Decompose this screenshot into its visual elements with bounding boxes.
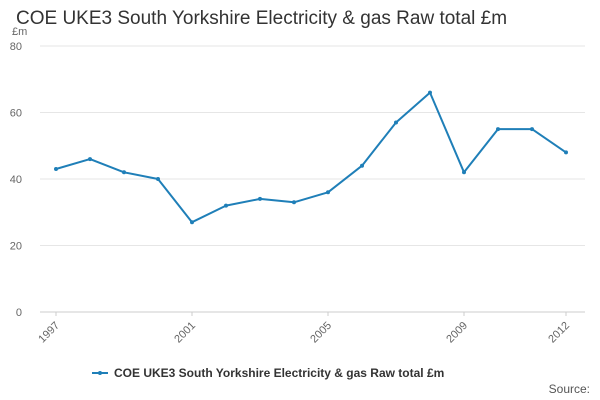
x-axis: 1997 2001 2005 2009 2012	[36, 312, 572, 345]
data-point[interactable]	[224, 203, 228, 208]
x-tick-label: 2001	[172, 320, 198, 346]
x-tick-label: 2005	[308, 320, 334, 346]
data-point[interactable]	[88, 157, 92, 162]
source-label: Source:	[548, 382, 590, 396]
data-point[interactable]	[190, 220, 194, 225]
legend-label[interactable]: COE UKE3 South Yorkshire Electricity & g…	[114, 366, 444, 380]
data-point[interactable]	[156, 177, 160, 181]
series-layer	[54, 90, 568, 225]
x-tick-label: 2009	[444, 320, 470, 346]
chart-title: COE UKE3 South Yorkshire Electricity & g…	[16, 8, 508, 29]
data-point[interactable]	[258, 196, 262, 201]
y-tick-label: 0	[16, 307, 22, 319]
y-tick-label: 40	[10, 174, 22, 186]
y-tick-label: 60	[10, 108, 22, 120]
data-point[interactable]	[496, 127, 500, 132]
data-point[interactable]	[292, 200, 296, 205]
x-tick-label: 2012	[546, 320, 572, 346]
x-tick-label: 1997	[36, 320, 62, 346]
data-point[interactable]	[360, 163, 364, 168]
data-point[interactable]	[326, 190, 330, 195]
y-tick-label: 20	[10, 241, 22, 253]
series-line	[55, 91, 567, 224]
legend-marker	[98, 371, 102, 375]
y-tick-label: 80	[10, 41, 22, 53]
y-axis-label: £m	[12, 26, 28, 38]
data-point[interactable]	[462, 170, 466, 175]
data-point[interactable]	[530, 127, 534, 132]
data-point[interactable]	[394, 120, 398, 125]
data-point[interactable]	[428, 90, 432, 95]
data-point[interactable]	[54, 167, 58, 171]
legend[interactable]: COE UKE3 South Yorkshire Electricity & g…	[92, 366, 444, 380]
y-axis: 0 20 40 60 80	[10, 41, 22, 319]
data-point[interactable]	[122, 170, 126, 175]
grid-lines	[40, 45, 585, 313]
data-point[interactable]	[564, 150, 568, 155]
